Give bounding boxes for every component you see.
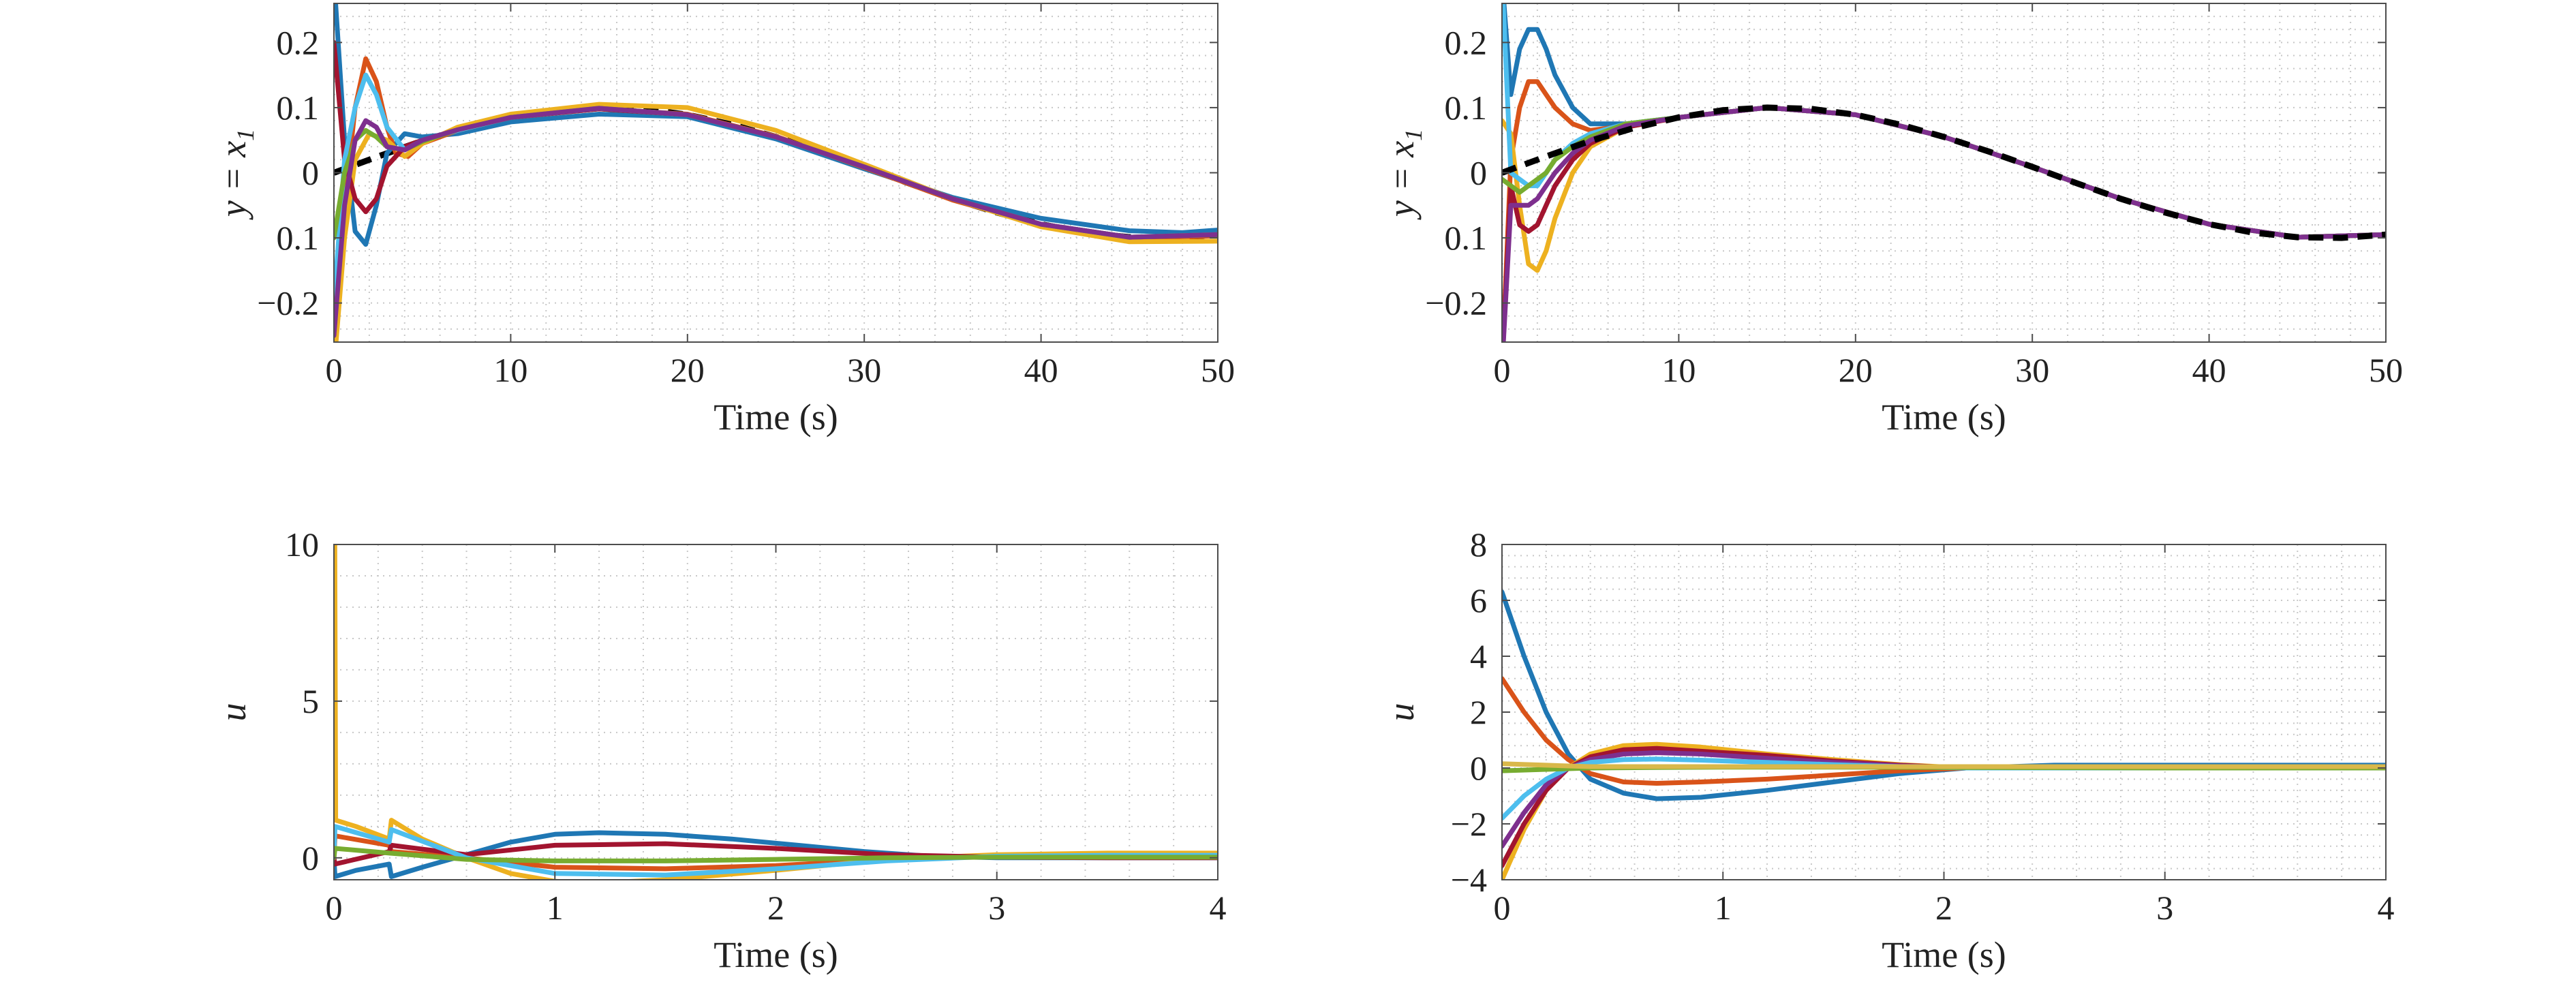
chart-bottom-left: 0 1 2 3 4 10 5 0 Time (s) u (213, 525, 1227, 975)
y-tick-label: 4 (1470, 637, 1487, 675)
y-tick-label: 5 (302, 682, 319, 720)
y-axis-label: y = x1 (1381, 129, 1427, 220)
series-trial-8 (1502, 761, 2386, 769)
series-trial-7 (334, 106, 1218, 338)
y-tick-label: 0.2 (1445, 23, 1488, 61)
grid (1501, 3, 2387, 343)
series-group (1502, 589, 2386, 880)
x-tick-label: 0 (1494, 351, 1511, 389)
x-axis-label: Time (s) (714, 934, 838, 975)
x-tick-label: 0 (326, 889, 343, 927)
y-tick-label: 2 (1470, 693, 1487, 731)
y-axis-label: y = x1 (213, 129, 259, 220)
x-tick-label: 2 (767, 889, 784, 927)
x-tick-label: 4 (2378, 889, 2395, 927)
y-tick-label: −4 (1451, 861, 1487, 899)
y-tick-label: 0.1 (1445, 89, 1488, 127)
series-trial-1 (334, 3, 1218, 247)
y-tick-label: 10 (285, 525, 319, 564)
series-reference (1502, 104, 2386, 241)
x-tick-label: 10 (1661, 351, 1696, 389)
x-tick-label: 20 (1839, 351, 1873, 389)
y-axis-label-main: u (1381, 703, 1422, 722)
x-tick-label: 30 (2015, 351, 2049, 389)
y-axis-label: u (213, 703, 254, 722)
x-axis-label: Time (s) (1882, 397, 2006, 437)
chart-bottom-right: 0 1 2 3 4 8 6 4 2 0 −2 −4 Time (s) u (1381, 525, 2395, 975)
x-tick-label: 50 (1201, 351, 1235, 389)
x-tick-label: 0 (1494, 889, 1511, 927)
x-tick-label: 50 (2369, 351, 2403, 389)
y-tick-label: −2 (1451, 805, 1487, 843)
x-tick-label: 4 (1210, 889, 1227, 927)
y-tick-label: 0.2 (277, 23, 320, 61)
y-axis-label-subscript: 1 (232, 129, 259, 141)
chart-top-right: 0 10 20 30 40 50 0.2 0.1 0 0.1 −0.2 Time (s) y = x1 (1381, 3, 2403, 437)
x-axis-label: Time (s) (714, 397, 838, 437)
x-axis-label: Time (s) (1882, 934, 2006, 975)
y-tick-label: 0 (302, 839, 319, 877)
y-tick-label: 0 (302, 154, 319, 192)
series-group (1502, 3, 2386, 342)
y-tick-label: 0 (1470, 749, 1487, 787)
series-group (334, 3, 1218, 342)
y-tick-label: 0 (1470, 154, 1487, 192)
x-tick-label: 40 (1024, 351, 1058, 389)
y-tick-label: 8 (1470, 525, 1487, 564)
y-axis-label-main: u (213, 703, 254, 722)
x-tick-label: 1 (1715, 889, 1732, 927)
x-tick-label: 0 (326, 351, 343, 389)
y-axis-label-main: y = x (1381, 141, 1422, 220)
y-tick-label: 6 (1470, 581, 1487, 619)
y-tick-label: −0.2 (257, 284, 319, 322)
x-tick-label: 20 (671, 351, 705, 389)
x-tick-label: 2 (1935, 889, 1952, 927)
y-axis-label-subscript: 1 (1400, 129, 1427, 141)
y-tick-label: 0.1 (277, 89, 320, 127)
x-tick-label: 30 (847, 351, 881, 389)
series-group (334, 544, 1218, 880)
x-tick-label: 40 (2192, 351, 2226, 389)
x-tick-label: 1 (547, 889, 564, 927)
y-axis-label-main: y = x (213, 141, 254, 220)
y-tick-label: −0.2 (1425, 284, 1487, 322)
x-tick-label: 10 (493, 351, 527, 389)
y-tick-label: 0.1 (277, 219, 320, 257)
x-tick-label: 3 (988, 889, 1005, 927)
y-tick-label: 0.1 (1445, 219, 1488, 257)
x-tick-label: 3 (2156, 889, 2173, 927)
chart-top-left: 0 10 20 30 40 50 0.2 0.1 0 0.1 −0.2 Time (s) y = x1 (213, 3, 1235, 437)
y-axis-label: u (1381, 703, 1422, 722)
series-trial-6 (334, 846, 1218, 863)
